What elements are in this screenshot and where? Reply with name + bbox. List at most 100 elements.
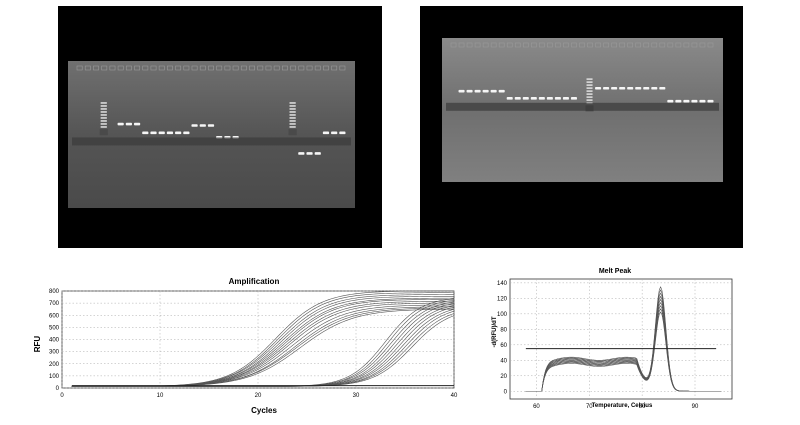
gel-well — [265, 65, 272, 71]
gel-well — [167, 65, 173, 71]
amplification-y-tick-label: 600 — [49, 313, 60, 319]
gel-well — [109, 65, 116, 71]
agarose-gel-image-right — [420, 6, 743, 248]
dna-band — [506, 97, 513, 100]
melt-peak-plot: Melt Peak -d(RFU)/dT Temperature, Celsiu… — [492, 268, 733, 410]
dna-band — [117, 122, 124, 126]
ladder-band — [100, 114, 107, 116]
gel-well — [199, 65, 206, 71]
dna-band — [699, 99, 706, 103]
melt-peak-x-label: Temperature, Celsius — [592, 403, 653, 409]
gel-well — [282, 65, 288, 71]
gel-well — [257, 65, 264, 71]
gel-well — [587, 42, 593, 48]
dna-band — [675, 99, 682, 103]
dna-band — [298, 152, 305, 155]
dna-band — [322, 131, 330, 135]
ladder-band — [100, 117, 107, 119]
gel-well — [659, 42, 666, 48]
gel-well — [314, 65, 321, 71]
ladder-band — [289, 120, 296, 122]
dna-band — [707, 99, 714, 103]
gel-well — [603, 42, 609, 48]
gel-well — [539, 42, 545, 48]
dna-band — [562, 97, 569, 100]
gel-well — [339, 65, 346, 71]
ladder-band — [586, 78, 593, 80]
ladder-smear — [288, 129, 297, 136]
ladder-band — [100, 126, 107, 128]
amplification-curve — [71, 315, 455, 387]
ladder-band — [289, 123, 296, 125]
ladder-band — [289, 126, 296, 128]
melt-peak-x-tick-label: 90 — [692, 404, 699, 410]
dna-band — [207, 124, 215, 127]
gel-well — [555, 42, 561, 48]
gel-image-right — [442, 38, 723, 182]
melt-peak-y-tick-label: 120 — [497, 296, 508, 302]
ladder-band — [100, 111, 107, 113]
amplification-y-label: RFU — [33, 336, 42, 353]
dna-band — [530, 97, 537, 100]
ladder-band — [586, 96, 593, 98]
amplification-title: Amplification — [229, 277, 280, 286]
gel-well — [134, 65, 140, 71]
gel-well — [514, 42, 521, 48]
ladder-band — [289, 117, 296, 119]
gel-well — [76, 65, 83, 71]
dna-band — [482, 89, 489, 93]
amplification-y-tick-label: 300 — [49, 350, 60, 356]
gel-well — [563, 42, 569, 48]
dna-band — [611, 86, 618, 90]
ladder-band — [289, 114, 296, 116]
melt-peak-x-tick-label: 60 — [533, 404, 540, 410]
ladder-band — [586, 84, 593, 86]
amplification-y-tick-label: 0 — [56, 386, 60, 392]
melt-peak-y-label: -d(RFU)/dT — [492, 316, 498, 347]
dna-band — [538, 97, 545, 100]
dna-band — [306, 152, 313, 155]
ladder-band — [586, 93, 593, 95]
ladder-band — [100, 102, 107, 104]
dna-band — [643, 86, 650, 90]
dna-band — [125, 122, 132, 126]
gel-well — [571, 42, 577, 48]
ladder-band — [100, 123, 107, 125]
dna-band — [570, 97, 577, 100]
gel-well — [635, 42, 642, 48]
gel-well — [595, 42, 601, 48]
melt-peak-y-tick-label: 60 — [500, 343, 507, 349]
dna-band — [603, 86, 610, 90]
dna-band — [183, 131, 190, 135]
dna-band — [466, 89, 473, 93]
gel-well — [643, 42, 650, 48]
gel-well — [208, 65, 214, 71]
dna-band — [595, 86, 602, 90]
amplification-x-tick-label: 20 — [255, 393, 262, 399]
gel-image-left — [68, 61, 355, 208]
ladder-band — [289, 105, 296, 107]
gel-well — [707, 42, 714, 48]
amplification-x-tick-label: 10 — [157, 393, 164, 399]
gel-slab — [68, 61, 355, 208]
agarose-gel-image-left — [58, 6, 382, 248]
gel-well — [331, 65, 338, 71]
gel-well — [498, 42, 505, 48]
amplification-plot: Amplification RFU Cycles 010020030040050… — [33, 277, 458, 415]
primer-dimer-smear — [72, 137, 351, 146]
gel-well — [547, 42, 553, 48]
dna-band — [331, 131, 338, 135]
dna-band — [619, 86, 626, 90]
ladder-band — [586, 99, 593, 101]
ladder-smear — [99, 129, 108, 136]
amplification-x-tick-label: 0 — [60, 393, 64, 399]
dna-band — [546, 97, 553, 100]
gel-well — [691, 42, 698, 48]
dna-band — [458, 89, 465, 93]
gel-well — [466, 42, 473, 48]
dna-band — [514, 97, 521, 100]
gel-well — [224, 65, 231, 71]
ladder-band — [100, 120, 107, 122]
amplification-x-tick-label: 30 — [353, 393, 360, 399]
gel-well — [93, 65, 99, 71]
